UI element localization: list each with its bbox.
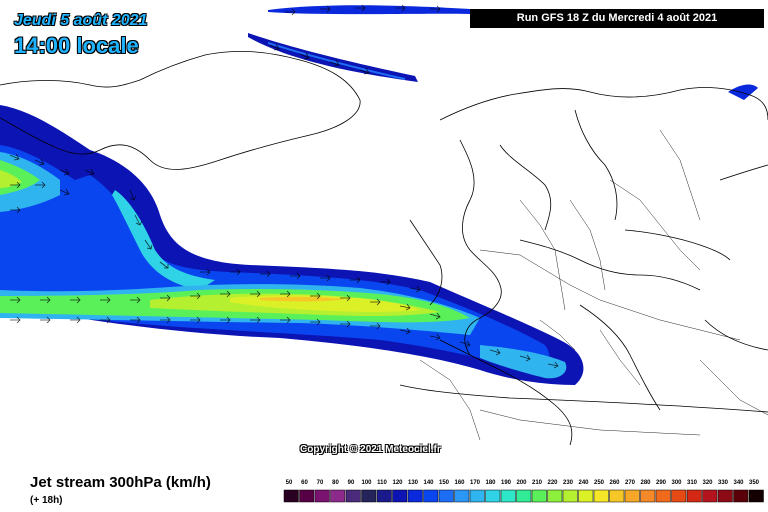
legend-level-label: 300	[671, 480, 682, 486]
legend-level-label: 340	[733, 480, 744, 486]
legend-level-label: 170	[470, 480, 481, 486]
legend-level-label: 160	[454, 480, 465, 486]
legend-color-swatch	[717, 489, 733, 503]
legend-level-label: 270	[625, 480, 636, 486]
legend-color-swatch	[438, 489, 454, 503]
legend-level-label: 290	[656, 480, 667, 486]
legend-color-swatch	[702, 489, 718, 503]
legend-color-swatch	[392, 489, 408, 503]
legend-color-swatch	[655, 489, 671, 503]
legend-level-label: 110	[377, 480, 387, 486]
legend-level-label: 150	[439, 480, 450, 486]
legend-level-label: 180	[485, 480, 496, 486]
map-footer: Jet stream 300hPa (km/h) (+ 18h) 50 60 70 8…	[0, 470, 768, 512]
legend-color-swatch	[407, 489, 423, 503]
model-run-info: Run GFS 18 Z du Mercredi 4 août 2021	[470, 9, 764, 28]
legend-color-swatch	[686, 489, 702, 503]
legend-level-label: 260	[609, 480, 620, 486]
legend-color-swatch	[361, 489, 377, 503]
legend-level-label: 190	[501, 480, 512, 486]
legend-color-swatch	[330, 489, 346, 503]
legend-level-label: 60	[301, 480, 308, 486]
legend-level-label: 50	[286, 480, 293, 486]
legend-color-swatch	[624, 489, 640, 503]
forecast-local-time: 14:00 locale	[14, 33, 139, 58]
legend-color-swatch	[485, 489, 501, 503]
legend-color-swatch	[547, 489, 563, 503]
legend-level-label: 250	[594, 480, 605, 486]
product-title: Jet stream 300hPa (km/h)	[30, 474, 211, 491]
lead-time: (+ 18h)	[30, 495, 63, 506]
legend-level-label: 130	[408, 480, 419, 486]
legend-color-swatch	[516, 489, 532, 503]
legend-color-swatch	[454, 489, 470, 503]
legend-color-swatch	[469, 489, 485, 503]
legend-color-swatch	[671, 489, 687, 503]
legend-level-label: 210	[532, 480, 543, 486]
forecast-date: Jeudi 5 août 2021	[14, 12, 148, 29]
wind-arrows	[9, 4, 559, 369]
legend-level-label: 220	[547, 480, 558, 486]
legend-color-swatch	[423, 489, 439, 503]
legend-color-swatch	[500, 489, 516, 503]
legend-color-swatch	[593, 489, 609, 503]
legend-level-label: 320	[702, 480, 713, 486]
legend-color-swatch	[578, 489, 594, 503]
jet-band-atlantic	[0, 105, 584, 385]
legend-level-label: 140	[423, 480, 434, 486]
legend-level-label: 200	[516, 480, 527, 486]
legend-color-swatch	[531, 489, 547, 503]
legend-color-swatch	[609, 489, 625, 503]
legend-color-swatch	[640, 489, 656, 503]
legend-level-label: 80	[332, 480, 339, 486]
legend-color-swatch	[748, 489, 764, 503]
legend-level-label: 90	[348, 480, 355, 486]
country-borders	[419, 129, 768, 441]
legend-color-swatch	[299, 489, 315, 503]
legend-level-label: 240	[578, 480, 589, 486]
jet-stream-map	[0, 4, 768, 446]
legend-color-swatch	[314, 489, 330, 503]
legend-level-label: 350	[749, 480, 760, 486]
legend-color-swatch	[562, 489, 578, 503]
legend-level-label: 310	[687, 480, 698, 486]
legend-color-swatch	[345, 489, 361, 503]
copyright-notice: Copyright © 2021 Meteociel.fr	[300, 444, 441, 455]
legend-level-label: 330	[718, 480, 729, 486]
legend-level-label: 120	[392, 480, 403, 486]
legend-color-swatch	[376, 489, 392, 503]
jet-band-north	[248, 5, 758, 100]
legend-level-label: 70	[317, 480, 324, 486]
legend-color-swatch	[733, 489, 749, 503]
legend-level-label: 280	[640, 480, 651, 486]
legend-level-label: 230	[563, 480, 574, 486]
coastlines	[0, 51, 768, 446]
color-scale-legend: 50 60 70 80 90 100 110 120 130 140 150 160 170 180 190…	[283, 480, 764, 503]
legend-level-label: 100	[361, 480, 372, 486]
legend-color-swatch	[283, 489, 299, 503]
